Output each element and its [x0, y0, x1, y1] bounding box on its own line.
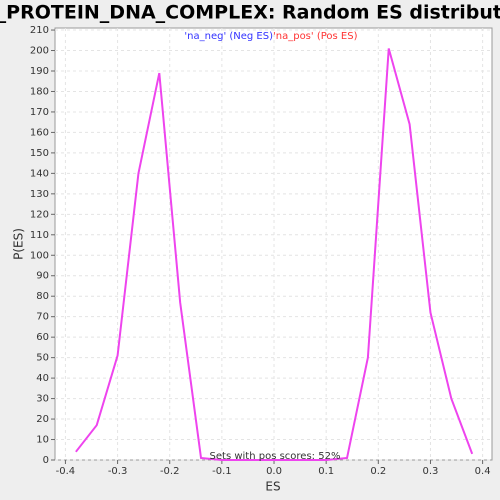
y-tick-label: 140	[30, 168, 49, 179]
y-tick-label: 40	[36, 373, 49, 384]
y-tick-label: 90	[36, 271, 49, 282]
x-tick-label: -0.3	[108, 466, 128, 477]
plot-area	[54, 27, 493, 461]
y-tick-label: 110	[30, 230, 49, 241]
x-axis-label: ES	[265, 480, 280, 494]
y-axis-label: P(ES)	[12, 228, 26, 260]
x-tick-label: 0.1	[318, 466, 334, 477]
data-line	[75, 48, 474, 461]
y-tick-label: 60	[36, 332, 49, 343]
x-tick-label: 0.0	[266, 466, 282, 477]
legend-label: 'na_pos' (Pos ES)	[273, 31, 358, 42]
x-tick-label: -0.2	[160, 466, 180, 477]
y-tick-label: 150	[30, 148, 49, 159]
x-tick-label: -0.1	[212, 466, 232, 477]
x-tick-label: 0.2	[370, 466, 386, 477]
y-tick-label: 0	[43, 455, 49, 466]
y-tick-label: 100	[30, 250, 49, 261]
chart-title: GO_PROTEIN_DNA_COMPLEX: Random ES distri…	[0, 2, 500, 24]
y-tick-label: 210	[30, 25, 49, 36]
y-tick-label: 200	[30, 46, 49, 57]
y-tick-label: 50	[36, 353, 49, 364]
y-tick-label: 20	[36, 414, 49, 425]
annotation: Sets with pos scores: 52%	[210, 451, 341, 462]
y-tick-label: 10	[36, 435, 49, 446]
y-tick-label: 80	[36, 291, 49, 302]
y-tick-label: 120	[30, 209, 49, 220]
y-tick-label: 170	[30, 107, 49, 118]
y-tick-label: 70	[36, 312, 49, 323]
x-tick-label: 0.4	[475, 466, 491, 477]
x-tick-label: -0.4	[56, 466, 76, 477]
y-tick-label: 30	[36, 394, 49, 405]
legend-label: 'na_neg' (Neg ES)	[184, 31, 273, 42]
y-tick-label: 180	[30, 86, 49, 97]
y-tick-label: 130	[30, 189, 49, 200]
y-tick-label: 190	[30, 66, 49, 77]
x-tick-label: 0.3	[423, 466, 439, 477]
y-tick-label: 160	[30, 127, 49, 138]
